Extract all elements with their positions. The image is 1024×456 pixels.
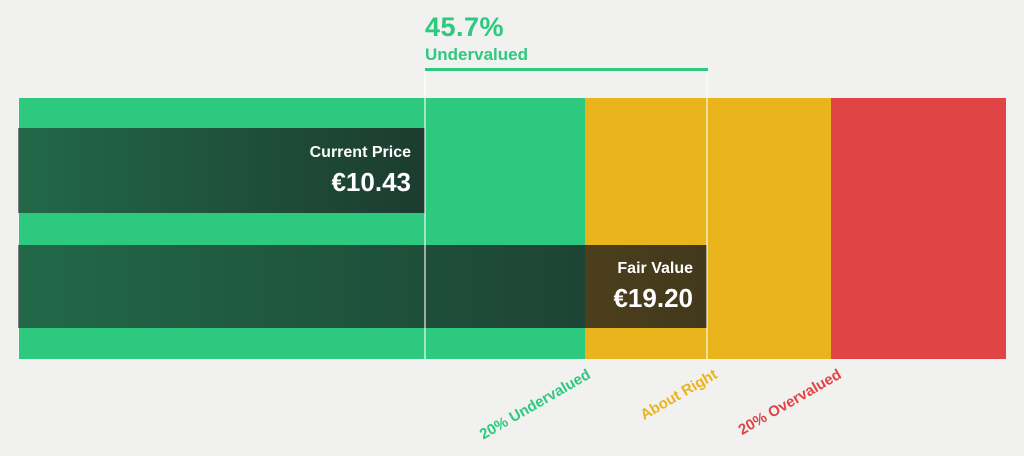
zone-label-undervalued: 20% Undervalued <box>476 366 594 444</box>
fair-value-guide-line <box>706 71 708 359</box>
zone-label-about-right: About Right <box>637 366 721 424</box>
current-price-label: Current Price <box>309 143 411 161</box>
fair-value-value: €19.20 <box>613 282 693 313</box>
discount-span-line <box>425 68 708 71</box>
zone-overvalued <box>831 98 1006 359</box>
fair-value-bar: Fair Value €19.20 <box>18 245 707 328</box>
zone-label-overvalued: 20% Overvalued <box>735 366 845 439</box>
current-price-guide-line <box>424 71 426 359</box>
discount-percent: 45.7% <box>425 12 505 42</box>
current-price-value: €10.43 <box>331 166 411 197</box>
discount-label: Undervalued <box>425 45 528 64</box>
current-price-bar: Current Price €10.43 <box>18 128 425 213</box>
fair-value-label: Fair Value <box>617 259 693 277</box>
